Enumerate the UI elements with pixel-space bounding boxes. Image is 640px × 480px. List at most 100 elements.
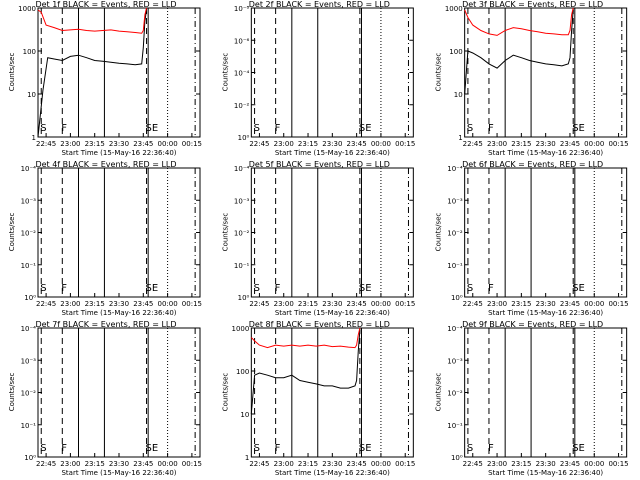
marker-label-s: S bbox=[467, 123, 473, 134]
y-axis-label: Counts/sec bbox=[221, 373, 229, 412]
panel-title: Det 4f BLACK = Events, RED = LLD bbox=[35, 160, 176, 169]
panel-5: Det 5f BLACK = Events, RED = LLD Counts/s… bbox=[221, 160, 415, 317]
y-tick-label: 1 bbox=[32, 134, 36, 142]
x-tick-label: 23:15 bbox=[298, 460, 318, 468]
x-tick-label: 22:45 bbox=[249, 300, 269, 308]
x-tick-label: 23:30 bbox=[109, 460, 129, 468]
x-axis-label: Start Time (15-May-16 22:36:40) bbox=[275, 469, 390, 477]
series-lld bbox=[464, 7, 574, 36]
x-tick-label: 23:00 bbox=[274, 140, 294, 148]
panel-9: Det 9f BLACK = Events, RED = LLD Counts/s… bbox=[435, 320, 629, 477]
x-tick-label: 00:15 bbox=[182, 460, 202, 468]
x-axis-label: Start Time (15-May-16 22:36:40) bbox=[488, 309, 603, 317]
x-tick-label: 00:00 bbox=[584, 140, 604, 148]
panel-title: Det 5f BLACK = Events, RED = LLD bbox=[249, 160, 390, 169]
panel-4: Det 4f BLACK = Events, RED = LLD Counts/s… bbox=[8, 160, 202, 317]
y-tick-label: 10⁻² bbox=[21, 390, 37, 398]
x-tick-label: 23:30 bbox=[536, 300, 556, 308]
series-events bbox=[464, 9, 574, 95]
marker-label-f: F bbox=[488, 123, 494, 134]
y-tick-label: 10⁰ bbox=[451, 454, 463, 462]
y-axis-label: Counts/sec bbox=[8, 373, 16, 412]
x-axis-label: Start Time (15-May-16 22:36:40) bbox=[61, 469, 176, 477]
x-tick-label: 00:00 bbox=[371, 140, 391, 148]
marker-label-f: F bbox=[61, 443, 67, 454]
x-tick-label: 00:15 bbox=[608, 460, 628, 468]
x-tick-label: 22:45 bbox=[463, 460, 483, 468]
marker-label-f: F bbox=[61, 123, 67, 134]
x-tick-label: 22:45 bbox=[36, 300, 56, 308]
x-tick-label: 22:45 bbox=[36, 140, 56, 148]
panel-title: Det 8f BLACK = Events, RED = LLD bbox=[249, 320, 390, 329]
y-tick-label: 10⁰ bbox=[451, 294, 463, 302]
x-tick-label: 22:45 bbox=[463, 300, 483, 308]
y-tick-label: 100 bbox=[449, 48, 462, 56]
x-tick-label: 00:15 bbox=[395, 300, 415, 308]
y-tick-label: 10⁰ bbox=[24, 454, 36, 462]
y-tick-label: 10⁻⁴ bbox=[21, 165, 37, 173]
x-tick-label: 00:00 bbox=[158, 300, 178, 308]
panel-1: Det 1f BLACK = Events, RED = LLD Counts/s… bbox=[8, 0, 202, 157]
y-tick-label: 10⁻⁴ bbox=[234, 165, 250, 173]
marker-label-se: SE bbox=[359, 443, 372, 454]
x-tick-label: 23:30 bbox=[109, 140, 129, 148]
y-tick-label: 10 bbox=[240, 411, 249, 419]
marker-label-s: S bbox=[254, 443, 260, 454]
y-tick-label: 10 bbox=[27, 91, 36, 99]
x-axis-label: Start Time (15-May-16 22:36:40) bbox=[488, 469, 603, 477]
x-tick-label: 23:30 bbox=[322, 140, 342, 148]
x-axis-label: Start Time (15-May-16 22:36:40) bbox=[61, 149, 176, 157]
marker-label-se: SE bbox=[146, 123, 159, 134]
y-tick-label: 10⁻³ bbox=[234, 197, 250, 205]
x-tick-label: 23:00 bbox=[487, 140, 507, 148]
x-tick-label: 00:15 bbox=[182, 140, 202, 148]
x-tick-label: 23:00 bbox=[487, 300, 507, 308]
marker-label-f: F bbox=[275, 443, 281, 454]
y-tick-label: 10⁻⁴ bbox=[21, 325, 37, 333]
y-axis-label: Counts/sec bbox=[8, 53, 16, 92]
x-tick-label: 23:15 bbox=[85, 140, 105, 148]
x-tick-label: 00:00 bbox=[158, 460, 178, 468]
x-tick-label: 23:30 bbox=[109, 300, 129, 308]
x-tick-label: 00:15 bbox=[395, 140, 415, 148]
y-tick-label: 10⁻³ bbox=[447, 197, 463, 205]
x-tick-label: 23:45 bbox=[133, 460, 153, 468]
x-tick-label: 23:15 bbox=[511, 460, 531, 468]
y-axis-label: Counts/sec bbox=[435, 53, 443, 92]
x-tick-label: 23:30 bbox=[536, 140, 556, 148]
y-tick-label: 10⁻⁶ bbox=[234, 37, 250, 45]
y-tick-label: 1 bbox=[458, 134, 462, 142]
y-tick-label: 10⁻¹ bbox=[447, 262, 463, 270]
y-tick-label: 10⁻² bbox=[234, 102, 250, 110]
marker-label-se: SE bbox=[146, 283, 159, 294]
x-tick-label: 00:00 bbox=[371, 460, 391, 468]
x-tick-label: 00:00 bbox=[158, 140, 178, 148]
marker-label-s: S bbox=[467, 443, 473, 454]
y-tick-label: 10⁻¹ bbox=[447, 422, 463, 430]
marker-label-s: S bbox=[467, 283, 473, 294]
y-tick-label: 10⁻³ bbox=[21, 357, 37, 365]
y-tick-label: 10⁻⁸ bbox=[234, 5, 250, 13]
panel-6: Det 6f BLACK = Events, RED = LLD Counts/s… bbox=[435, 160, 629, 317]
x-tick-label: 22:45 bbox=[463, 140, 483, 148]
x-tick-label: 00:15 bbox=[182, 300, 202, 308]
panel-title: Det 1f BLACK = Events, RED = LLD bbox=[35, 0, 176, 9]
x-tick-label: 00:15 bbox=[608, 140, 628, 148]
x-tick-label: 23:00 bbox=[487, 460, 507, 468]
panel-2: Det 2f BLACK = Events, RED = LLD Counts/s… bbox=[221, 0, 415, 157]
y-axis-label: Counts/sec bbox=[221, 213, 229, 252]
y-tick-label: 10⁻² bbox=[21, 230, 37, 238]
x-tick-label: 23:45 bbox=[347, 460, 367, 468]
x-tick-label: 23:15 bbox=[298, 140, 318, 148]
x-tick-label: 23:30 bbox=[536, 460, 556, 468]
x-tick-label: 23:00 bbox=[274, 300, 294, 308]
panel-title: Det 7f BLACK = Events, RED = LLD bbox=[35, 320, 176, 329]
panel-7: Det 7f BLACK = Events, RED = LLD Counts/s… bbox=[8, 320, 202, 477]
y-tick-label: 10⁻⁴ bbox=[447, 325, 463, 333]
x-tick-label: 22:45 bbox=[249, 460, 269, 468]
y-tick-label: 100 bbox=[23, 48, 36, 56]
x-tick-label: 23:15 bbox=[85, 460, 105, 468]
series-events bbox=[37, 9, 147, 138]
y-axis-label: Counts/sec bbox=[8, 213, 16, 252]
y-tick-label: 10⁻⁴ bbox=[447, 165, 463, 173]
